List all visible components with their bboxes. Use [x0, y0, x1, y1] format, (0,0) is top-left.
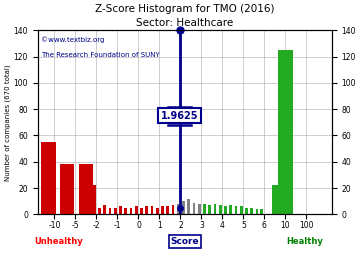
Text: Healthy: Healthy	[287, 237, 324, 246]
Bar	[151, 207, 153, 214]
Title: Z-Score Histogram for TMO (2016)
Sector: Healthcare: Z-Score Histogram for TMO (2016) Sector:…	[95, 4, 274, 28]
Bar	[256, 209, 258, 214]
Bar	[219, 205, 222, 214]
Bar	[198, 204, 201, 214]
Bar	[281, 133, 291, 214]
Text: 1.9625: 1.9625	[161, 111, 198, 121]
Bar	[245, 208, 248, 214]
Bar	[224, 207, 227, 214]
Bar	[188, 199, 190, 214]
Bar	[278, 50, 293, 214]
Text: The Research Foundation of SUNY: The Research Foundation of SUNY	[41, 52, 159, 58]
Text: Unhealthy: Unhealthy	[34, 237, 82, 246]
Bar	[229, 205, 232, 214]
Bar	[214, 204, 216, 214]
Bar	[166, 207, 169, 214]
Bar	[109, 208, 112, 214]
Bar	[182, 201, 185, 214]
Bar	[90, 185, 96, 214]
Bar	[60, 164, 75, 214]
Bar	[135, 207, 138, 214]
Bar	[161, 207, 164, 214]
Bar	[130, 208, 132, 214]
Bar	[251, 208, 253, 214]
Bar	[41, 142, 55, 214]
Bar	[140, 208, 143, 214]
Bar	[193, 202, 195, 214]
Bar	[98, 208, 101, 214]
Bar	[172, 205, 175, 214]
Bar	[125, 208, 127, 214]
Bar	[235, 207, 238, 214]
Bar	[203, 204, 206, 214]
Bar	[208, 205, 211, 214]
Bar	[78, 164, 93, 214]
Bar	[272, 185, 283, 214]
Text: Score: Score	[170, 237, 199, 246]
Bar	[177, 204, 180, 214]
Y-axis label: Number of companies (670 total): Number of companies (670 total)	[4, 64, 11, 181]
Bar	[103, 205, 106, 214]
Bar	[156, 208, 159, 214]
Bar	[284, 208, 288, 214]
Bar	[240, 207, 243, 214]
Bar	[114, 208, 117, 214]
Bar	[145, 207, 148, 214]
Bar	[260, 209, 263, 214]
Bar	[119, 207, 122, 214]
Text: ©www.textbiz.org: ©www.textbiz.org	[41, 36, 104, 43]
